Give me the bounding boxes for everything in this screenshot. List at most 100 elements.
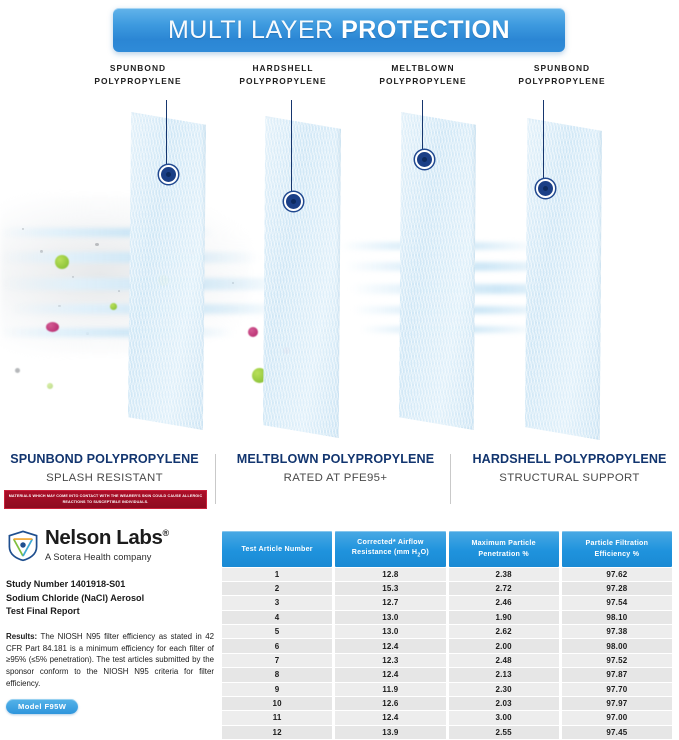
table-cell-c2: 15.3 (335, 581, 446, 596)
table-cell-c4: 97.87 (561, 668, 672, 682)
dust-speck (95, 243, 99, 246)
contaminated-air-haze (0, 195, 250, 355)
table-cell-c2: 12.8 (335, 567, 446, 581)
dust-speck (86, 332, 89, 335)
callout-dot-1[interactable] (159, 165, 178, 184)
callout-3-line1: MELTBLOWN (391, 63, 455, 73)
benefit-column-hardshell: HARDSHELL POLYPROPYLENE STRUCTURAL SUPPO… (462, 452, 677, 484)
test-results-table-wrapper: Test Article Number Corrected* Airflow R… (219, 530, 675, 740)
banner-title-light: MULTI LAYER (167, 15, 334, 44)
table-cell-c2: 13.0 (335, 610, 446, 625)
callout-dot-3[interactable] (415, 150, 434, 169)
table-cell-c1: 7 (222, 653, 333, 668)
callout-label-1: SPUNBOND POLYPROPYLENE (63, 62, 213, 88)
callout-1-line2: POLYPROPYLENE (94, 76, 182, 87)
layer-1-spunbond (128, 112, 206, 430)
registered-mark: ® (162, 528, 170, 539)
table-cell-c4: 97.38 (561, 625, 672, 639)
callout-label-4: SPUNBOND POLYPROPYLENE (487, 62, 637, 88)
col-particle-filtration-efficiency: Particle Filtration Efficiency % (561, 531, 672, 567)
callout-dot-2[interactable] (284, 192, 303, 211)
table-row: 2 15.3 2.72 97.28 (222, 581, 672, 596)
particle-green (252, 368, 267, 383)
table-cell-c3: 3.00 (448, 711, 559, 725)
table-row: 4 13.0 1.90 98.10 (222, 610, 672, 625)
table-cell-c1: 11 (222, 711, 333, 725)
benefit-columns: SPUNBOND POLYPROPYLENE SPLASH RESISTANT … (0, 452, 679, 514)
dust-speck (58, 305, 61, 307)
nelson-labs-logo: Nelson Labs® A Sotera Health company (6, 528, 214, 562)
results-label: Results: (6, 631, 38, 641)
nelson-labs-block: Nelson Labs® A Sotera Health company Stu… (6, 528, 214, 715)
table-cell-c3: 1.90 (448, 610, 559, 625)
test-results-table: Test Article Number Corrected* Airflow R… (219, 530, 675, 740)
particle-green (110, 303, 117, 310)
table-cell-c3: 2.72 (448, 581, 559, 596)
table-cell-c2: 12.4 (335, 711, 446, 725)
callout-4-line2: POLYPROPYLENE (518, 76, 606, 87)
col2-line2: Resistance (mm H (351, 548, 418, 557)
study-number: Study Number 1401918-S01 (6, 579, 126, 589)
callout-2-line1: HARDSHELL (252, 63, 314, 73)
table-cell-c2: 12.4 (335, 639, 446, 653)
table-row: 5 13.0 2.62 97.38 (222, 625, 672, 639)
table-cell-c4: 97.62 (561, 567, 672, 581)
table-cell-c1: 12 (222, 725, 333, 740)
table-row: 6 12.4 2.00 98.00 (222, 639, 672, 653)
table-cell-c1: 4 (222, 610, 333, 625)
benefit-heading-2: MELTBLOWN POLYPROPYLENE (236, 452, 435, 466)
table-cell-c4: 97.52 (561, 653, 672, 668)
dust-speck (72, 276, 74, 278)
callout-4-line1: SPUNBOND (533, 63, 591, 73)
table-cell-c3: 2.62 (448, 625, 559, 639)
table-row: 12 13.9 2.55 97.45 (222, 725, 672, 740)
table-cell-c4: 97.28 (561, 581, 672, 596)
col1-line1: Test Article Number (241, 544, 313, 553)
study-details: Study Number 1401918-S01 Sodium Chloride… (6, 578, 214, 619)
table-cell-c3: 2.03 (448, 696, 559, 711)
table-cell-c4: 98.10 (561, 610, 672, 625)
callout-stem-3 (422, 100, 423, 152)
col4-line1: Particle Filtration (585, 539, 649, 548)
benefit-divider-2 (450, 454, 451, 504)
callout-stem-1 (166, 100, 167, 167)
table-cell-c2: 12.6 (335, 696, 446, 711)
model-badge: Model F95W (6, 699, 79, 715)
col4-line2: Efficiency % (594, 549, 640, 558)
callout-dot-4[interactable] (536, 179, 555, 198)
callout-label-2: HARDSHELL POLYPROPYLENE (208, 62, 358, 88)
benefit-heading-3: HARDSHELL POLYPROPYLENE (472, 452, 667, 466)
benefit-divider-1 (215, 454, 216, 504)
table-header-row: Test Article Number Corrected* Airflow R… (222, 531, 672, 567)
particle-green (47, 383, 53, 389)
dust-speck (40, 250, 43, 253)
table-cell-c3: 2.00 (448, 639, 559, 653)
callout-1-line1: SPUNBOND (109, 63, 167, 73)
benefit-sub-2: RATED AT PFE95+ (283, 471, 388, 484)
table-row: 3 12.7 2.46 97.54 (222, 596, 672, 610)
benefit-column-spunbond: SPUNBOND POLYPROPYLENE SPLASH RESISTANT … (2, 452, 207, 509)
dust-speck (232, 282, 234, 284)
nelson-labs-tagline: A Sotera Health company (45, 551, 152, 562)
nelson-labs-wordmark: Nelson Labs® A Sotera Health company (45, 528, 169, 562)
table-cell-c3: 2.38 (448, 567, 559, 581)
table-row: 11 12.4 3.00 97.00 (222, 711, 672, 725)
allergy-warning-text: MATERIALS WHICH MAY COME INTO CONTACT WI… (8, 493, 203, 504)
nelson-labs-shield-icon (6, 528, 40, 562)
col2-line3: O) (420, 548, 429, 557)
callout-label-3: MELTBLOWN POLYPROPYLENE (348, 62, 498, 88)
benefit-sub-1: SPLASH RESISTANT (46, 471, 163, 484)
col2-sub: 2 (417, 552, 421, 559)
table-cell-c3: 2.13 (448, 668, 559, 682)
table-cell-c2: 12.7 (335, 596, 446, 610)
col3-line1: Maximum Particle (471, 539, 536, 548)
table-cell-c2: 12.3 (335, 653, 446, 668)
banner-title: MULTI LAYER PROTECTION (167, 15, 510, 44)
table-cell-c4: 97.70 (561, 682, 672, 696)
table-cell-c1: 9 (222, 682, 333, 696)
table-cell-c2: 11.9 (335, 682, 446, 696)
layer-3-meltblown (399, 112, 476, 430)
table-row: 9 11.9 2.30 97.70 (222, 682, 672, 696)
table-cell-c3: 2.30 (448, 682, 559, 696)
layer-4-spunbond (525, 118, 602, 440)
